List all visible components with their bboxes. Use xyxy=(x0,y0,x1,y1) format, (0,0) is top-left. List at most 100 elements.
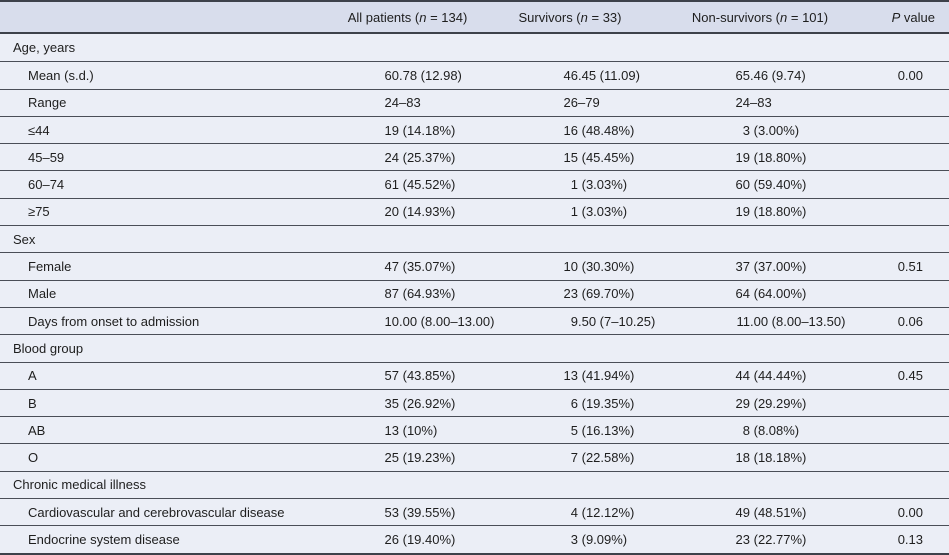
value-number: 19 xyxy=(735,204,750,220)
value-number: 5 xyxy=(570,422,578,438)
value-number: 29 xyxy=(735,395,750,411)
value-detail: .78 (12.98) xyxy=(399,67,462,83)
value-detail: (22.77%) xyxy=(750,531,807,547)
value-detail: (44.44%) xyxy=(750,368,807,384)
value-number: 4 xyxy=(570,504,578,520)
value-number: 7 xyxy=(570,450,578,466)
header-italic-p: P xyxy=(891,9,901,25)
value-detail: .45 (11.09) xyxy=(578,67,640,83)
section-row: Chronic medical illness xyxy=(0,470,949,499)
value-detail: (9.09%) xyxy=(578,531,628,547)
value-detail: (19.35%) xyxy=(578,395,635,411)
value-number: 61 xyxy=(384,177,399,193)
header-text: Survivors ( xyxy=(518,9,581,25)
value-detail: .00 (8.00–13.00) xyxy=(399,313,495,329)
data-row: Range 24 –83 26 –79 24 –83 xyxy=(0,88,949,116)
data-row: Cardiovascular and cerebrovascular disea… xyxy=(0,498,949,526)
row-label: ≥75 xyxy=(28,204,50,220)
all-patients-value: 47 (35.07%) xyxy=(335,259,480,274)
value-detail: (3.00%) xyxy=(750,122,800,138)
section-row: Sex xyxy=(0,225,949,253)
value-detail: (39.55%) xyxy=(399,504,456,520)
survivors-value: 9.50 (7–10.25) xyxy=(480,314,660,329)
value-detail: (19.40%) xyxy=(399,531,456,547)
non-survivors-value: 29 (29.29%) xyxy=(660,396,860,411)
value-number: 16 xyxy=(563,122,578,138)
value-number: 23 xyxy=(563,286,578,302)
value-number: 44 xyxy=(735,368,750,384)
header-text: value xyxy=(900,9,935,25)
p-value: 0.13 xyxy=(897,531,923,547)
row-label: Male xyxy=(28,286,57,302)
value-number: 24 xyxy=(735,95,750,111)
value-number: 13 xyxy=(563,368,578,384)
column-header-survivors: Survivors (n = 33) xyxy=(480,10,660,25)
non-survivors-value: 23 (22.77%) xyxy=(660,532,860,547)
header-text: = 101) xyxy=(787,9,829,25)
header-italic-n: n xyxy=(419,9,427,25)
all-patients-value: 19 (14.18%) xyxy=(335,123,480,138)
all-patients-value: 60.78 (12.98) xyxy=(335,68,480,83)
value-detail: (18.80%) xyxy=(750,149,807,165)
data-row: Mean (s.d.) 60.78 (12.98) 46.45 (11.09) 65.… xyxy=(0,61,949,89)
value-detail: –79 xyxy=(578,95,600,111)
value-number: 15 xyxy=(563,149,578,165)
data-row: 45–59 24 (25.37%) 15 (45.45%) 19 (18.80%) xyxy=(0,143,949,171)
data-row: 60–74 61 (45.52%) 1 (3.03%) 60 (59.40%) xyxy=(0,170,949,198)
p-value: 0.51 xyxy=(897,259,923,275)
survivors-value: 3 (9.09%) xyxy=(480,532,660,547)
non-survivors-value: 11.00 (8.00–13.50) xyxy=(660,314,860,329)
non-survivors-value: 65.46 (9.74) xyxy=(660,68,860,83)
header-divider xyxy=(0,32,949,34)
row-label: 45–59 xyxy=(28,149,65,165)
value-number: 23 xyxy=(735,531,750,547)
value-detail: (22.58%) xyxy=(578,450,635,466)
value-detail: (59.40%) xyxy=(750,177,807,193)
value-number: 47 xyxy=(384,259,399,275)
column-header-all-patients: All patients (n = 134) xyxy=(335,10,480,25)
data-row: ≤44 19 (14.18%) 16 (48.48%) 3 (3.00%) xyxy=(0,115,949,144)
all-patients-value: 25 (19.23%) xyxy=(335,450,480,465)
non-survivors-value: 19 (18.80%) xyxy=(660,204,860,219)
value-detail: (69.70%) xyxy=(578,286,635,302)
value-detail: (41.94%) xyxy=(578,368,635,384)
value-detail: (48.48%) xyxy=(578,122,635,138)
row-label: A xyxy=(28,368,37,384)
value-detail: (12.12%) xyxy=(578,504,635,520)
row-label: Cardiovascular and cerebrovascular disea… xyxy=(28,504,285,520)
value-number: 49 xyxy=(735,504,750,520)
data-row: ≥75 20 (14.93%) 1 (3.03%) 19 (18.80%) xyxy=(0,197,949,226)
value-detail: (45.45%) xyxy=(578,149,635,165)
all-patients-value: 26 (19.40%) xyxy=(335,532,480,547)
data-row: A 57 (43.85%) 13 (41.94%) 44 (44.44%) 0.45 xyxy=(0,361,949,389)
value-number: 65 xyxy=(735,67,750,83)
survivors-value: 6 (19.35%) xyxy=(480,396,660,411)
value-number: 8 xyxy=(742,422,750,438)
row-label: B xyxy=(28,395,37,411)
header-text: All patients ( xyxy=(347,9,420,25)
value-number: 24 xyxy=(384,149,399,165)
non-survivors-value: 37 (37.00%) xyxy=(660,259,860,274)
section-row: Blood group xyxy=(0,334,949,362)
all-patients-value: 35 (26.92%) xyxy=(335,396,480,411)
row-label: Blood group xyxy=(13,340,84,356)
data-row: Days from onset to admission 10.00 (8.00–… xyxy=(0,306,949,335)
p-value: 0.06 xyxy=(897,313,923,329)
value-number: 87 xyxy=(384,286,399,302)
column-header-p-value: P value xyxy=(860,10,949,25)
all-patients-value: 61 (45.52%) xyxy=(335,177,480,192)
non-survivors-value: 8 (8.08%) xyxy=(660,423,860,438)
value-number: 25 xyxy=(384,450,399,466)
value-detail: (37.00%) xyxy=(750,259,807,275)
value-detail: (19.23%) xyxy=(399,450,456,466)
value-number: 37 xyxy=(735,259,750,275)
survivors-value: 4 (12.12%) xyxy=(480,505,660,520)
value-number: 19 xyxy=(384,122,399,138)
value-detail: (14.93%) xyxy=(399,204,456,220)
value-number: 3 xyxy=(742,122,750,138)
non-survivors-value: 60 (59.40%) xyxy=(660,177,860,192)
value-number: 3 xyxy=(570,531,578,547)
value-detail: (18.80%) xyxy=(750,204,807,220)
value-number: 26 xyxy=(563,95,578,111)
